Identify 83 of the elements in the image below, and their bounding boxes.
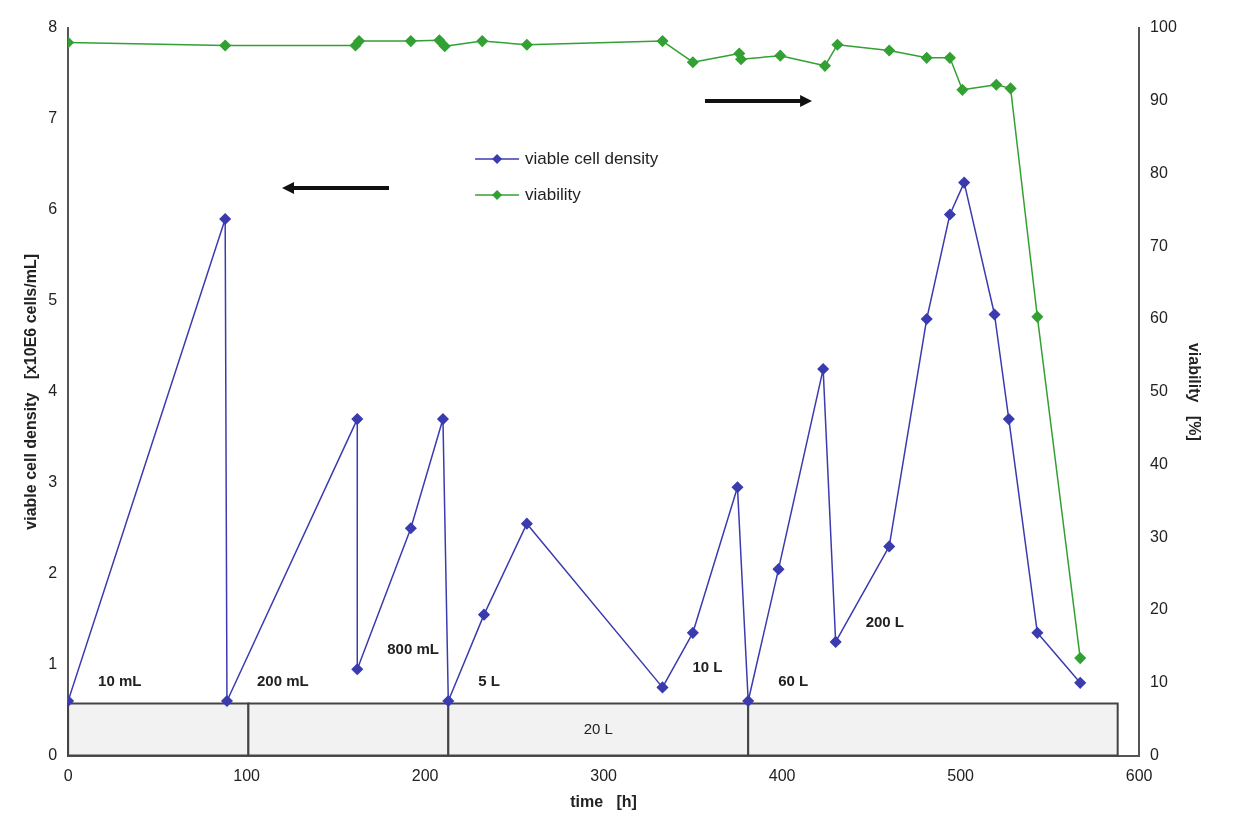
x-tick-label: 500 (947, 766, 975, 784)
y-tick-label: 5 (48, 291, 58, 309)
point (219, 39, 231, 52)
point (521, 38, 533, 51)
y2-tick-label: 80 (1150, 163, 1168, 181)
y2-tick-label: 30 (1150, 527, 1168, 545)
point (772, 563, 785, 575)
point (1004, 82, 1017, 95)
annotation: 5 L (478, 671, 500, 689)
point (774, 49, 787, 62)
legend-label: viability (525, 184, 582, 204)
band-label: 20 L (583, 719, 613, 737)
point (944, 52, 956, 64)
point (433, 34, 446, 47)
point (829, 636, 842, 648)
point (476, 35, 488, 47)
point (221, 695, 233, 707)
point (687, 627, 699, 639)
point (442, 695, 455, 707)
y-axis-title: viable cell density [x10E6 cells/mL] (22, 253, 40, 530)
point (1031, 627, 1044, 639)
y2-tick-label: 20 (1150, 600, 1168, 618)
point (478, 608, 490, 621)
x-tick-label: 600 (1125, 766, 1153, 784)
point (956, 84, 969, 96)
annotation: 200 L (865, 612, 905, 630)
point (656, 35, 669, 47)
point (351, 663, 364, 675)
point (988, 308, 1001, 321)
point (1003, 413, 1015, 425)
point (687, 56, 699, 68)
y2-axis-title: viability [%] (1185, 342, 1203, 441)
annotation: 10 L (692, 658, 723, 676)
point (1074, 652, 1086, 664)
y2-tick-label: 90 (1150, 91, 1168, 109)
point (351, 413, 364, 425)
y2-tick-label: 50 (1150, 382, 1168, 400)
y-tick-label: 7 (48, 109, 58, 127)
y-tick-label: 1 (48, 655, 58, 673)
x-tick-label: 200 (411, 766, 439, 784)
point (944, 208, 956, 221)
annotation: 60 L (778, 671, 809, 689)
y2-tick-label: 0 (1150, 746, 1160, 764)
point (438, 40, 451, 52)
point (958, 176, 970, 189)
x-tick-label: 400 (768, 766, 796, 784)
point (1074, 677, 1086, 689)
x-tick-label: 0 (63, 766, 73, 784)
y2-tick-label: 70 (1150, 236, 1168, 254)
y2-tick-label: 60 (1150, 309, 1168, 327)
annotation: 800 mL (387, 639, 439, 657)
annotation: 10 mL (98, 671, 142, 689)
point (521, 517, 533, 530)
y-tick-label: 0 (48, 746, 58, 764)
point (731, 481, 744, 494)
y2-tick-label: 10 (1150, 673, 1168, 691)
point (883, 540, 895, 553)
point (1031, 311, 1044, 323)
point (819, 60, 831, 72)
point (219, 213, 231, 225)
legend-label: viable cell density (525, 148, 659, 168)
x-tick-label: 300 (590, 766, 618, 784)
y-tick-label: 4 (48, 382, 58, 400)
y-tick-label: 3 (48, 473, 58, 491)
point (817, 363, 829, 375)
y-tick-label: 2 (48, 564, 58, 582)
point (405, 522, 417, 534)
point (405, 35, 417, 47)
x-axis-title: time [h] (570, 792, 637, 810)
point (920, 52, 933, 64)
point (883, 44, 895, 57)
y2-tick-label: 100 (1150, 18, 1177, 36)
point (920, 313, 933, 325)
point (831, 38, 844, 51)
point (990, 79, 1003, 91)
x-tick-label: 100 (233, 766, 261, 784)
y-tick-label: 6 (48, 200, 58, 218)
point (656, 681, 669, 694)
point (437, 413, 449, 425)
point (742, 695, 754, 707)
y2-tick-label: 40 (1150, 454, 1168, 472)
annotation: 200 mL (256, 671, 309, 689)
y-tick-label: 8 (48, 18, 58, 36)
